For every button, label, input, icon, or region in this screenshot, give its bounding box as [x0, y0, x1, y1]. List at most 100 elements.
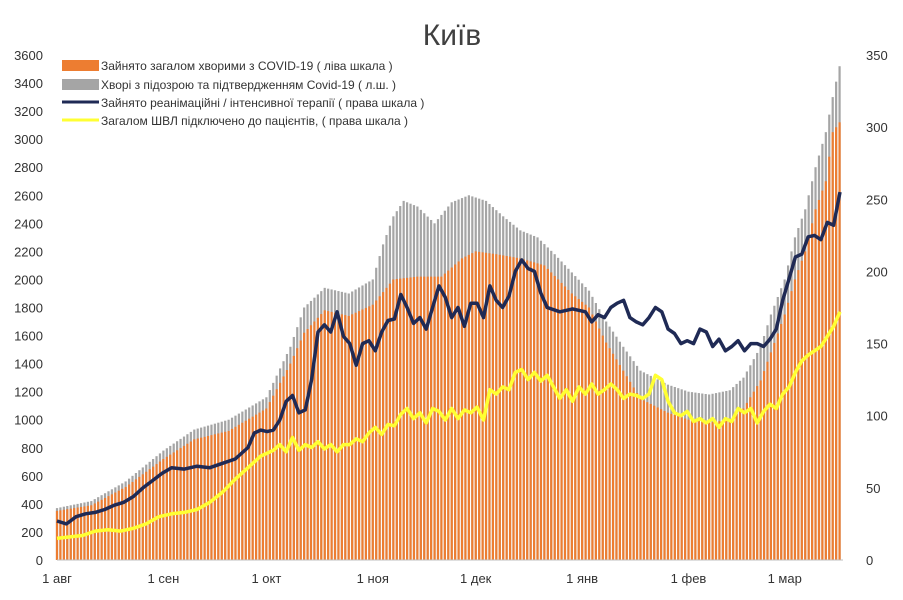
- left-tick-label: 3200: [14, 104, 43, 119]
- total-covid-bar: [811, 223, 814, 560]
- total-covid-bar: [646, 402, 649, 560]
- x-tick-label: 1 янв: [566, 571, 598, 586]
- total-covid-bar: [66, 509, 69, 560]
- total-covid-bar: [687, 419, 690, 560]
- total-covid-bar: [416, 276, 419, 560]
- total-covid-bar: [673, 415, 676, 560]
- total-covid-bar: [581, 301, 584, 560]
- total-covid-bar: [371, 304, 374, 560]
- total-covid-bar: [258, 412, 261, 560]
- left-tick-label: 1800: [14, 301, 43, 316]
- total-covid-bar: [340, 314, 343, 560]
- total-covid-bar: [244, 420, 247, 560]
- total-covid-bar: [749, 397, 752, 560]
- total-covid-bar: [570, 293, 573, 560]
- total-covid-bar: [186, 443, 189, 560]
- x-axis-ticks: 1 авг 1 сен 1 окт 1 ноя 1 дек 1 янв 1 фев 1 мар: [42, 571, 802, 586]
- total-covid-bar: [807, 237, 810, 561]
- total-covid-bar: [505, 256, 508, 560]
- total-covid-bar: [711, 422, 714, 560]
- left-tick-label: 400: [21, 497, 43, 512]
- total-covid-bar: [155, 464, 158, 560]
- left-tick-label: 2200: [14, 244, 43, 259]
- total-covid-bar: [742, 408, 745, 560]
- total-covid-bar: [450, 267, 453, 560]
- total-covid-bar: [835, 127, 838, 561]
- total-covid-bar: [471, 253, 474, 560]
- left-tick-label: 3600: [14, 48, 43, 63]
- total-covid-bar: [718, 421, 721, 561]
- total-covid-bar: [354, 312, 357, 560]
- total-covid-bar: [508, 256, 512, 560]
- total-covid-bar: [344, 315, 347, 560]
- right-tick-label: 0: [866, 553, 873, 568]
- total-covid-bar: [292, 355, 295, 560]
- total-covid-bar: [632, 387, 635, 560]
- total-covid-bar: [381, 292, 385, 560]
- total-covid-bar: [783, 314, 786, 560]
- total-covid-bar: [162, 459, 165, 560]
- total-covid-bar: [611, 353, 615, 560]
- total-covid-bar: [563, 286, 567, 560]
- total-covid-bar: [498, 254, 501, 561]
- total-covid-bar: [635, 393, 639, 560]
- left-tick-label: 1600: [14, 329, 43, 344]
- total-covid-bar: [179, 448, 182, 560]
- total-covid-bar: [464, 256, 467, 560]
- total-covid-bar: [62, 509, 65, 560]
- legend-swatch-suspected: [62, 79, 99, 90]
- total-covid-bar: [196, 438, 199, 560]
- total-covid-bar: [656, 407, 659, 560]
- left-tick-label: 2800: [14, 160, 43, 175]
- legend-label-ventilator: Загалом ШВЛ підключено до пацієнтів, ( п…: [101, 114, 408, 128]
- total-covid-bar: [402, 278, 405, 560]
- total-covid-bar: [519, 258, 522, 560]
- total-covid-bar: [152, 466, 155, 560]
- total-covid-bar: [622, 370, 625, 561]
- total-covid-bar: [79, 506, 83, 560]
- left-tick-label: 0: [36, 553, 43, 568]
- left-tick-label: 800: [21, 441, 43, 456]
- total-covid-bar: [117, 490, 120, 560]
- total-covid-bar: [433, 276, 436, 560]
- total-covid-bar: [769, 352, 773, 560]
- total-covid-bar: [127, 484, 131, 560]
- right-tick-label: 150: [866, 337, 888, 352]
- total-covid-bar: [323, 310, 326, 560]
- total-covid-bar: [649, 403, 652, 560]
- total-covid-bar: [169, 454, 172, 560]
- left-tick-label: 1200: [14, 385, 43, 400]
- total-covid-bar: [351, 314, 354, 560]
- total-covid-bar: [478, 251, 481, 561]
- total-covid-bar: [313, 321, 316, 560]
- total-covid-bar: [165, 456, 168, 560]
- total-covid-bar: [364, 307, 368, 560]
- total-covid-bar: [721, 420, 724, 560]
- total-covid-bar: [210, 435, 213, 560]
- legend-swatch-total-covid: [62, 60, 99, 71]
- total-covid-bar: [543, 265, 546, 560]
- total-covid-bar: [666, 412, 670, 560]
- total-covid-bar: [148, 469, 151, 560]
- ventilator-line: [56, 311, 842, 541]
- total-covid-bar: [766, 361, 769, 560]
- total-covid-bar: [800, 260, 803, 560]
- total-covid-bar: [532, 262, 536, 560]
- total-covid-bar: [399, 278, 402, 560]
- total-covid-bar: [457, 261, 460, 560]
- total-covid-bar: [557, 279, 560, 560]
- legend-label-icu: Зайнято реанімаційні / інтенсивної терап…: [101, 96, 424, 110]
- total-covid-bar: [430, 276, 433, 560]
- total-covid-bar: [481, 252, 484, 560]
- total-covid-bar: [436, 276, 440, 560]
- total-covid-bar: [814, 209, 817, 560]
- total-covid-bar: [495, 254, 498, 560]
- total-covid-bar: [337, 313, 340, 560]
- total-covid-bar: [203, 436, 206, 560]
- total-covid-bar: [440, 276, 443, 560]
- total-covid-bar: [309, 325, 313, 560]
- total-covid-bar: [690, 420, 694, 560]
- total-covid-bar: [817, 199, 821, 560]
- icu-line: [56, 191, 842, 526]
- left-tick-label: 1000: [14, 413, 43, 428]
